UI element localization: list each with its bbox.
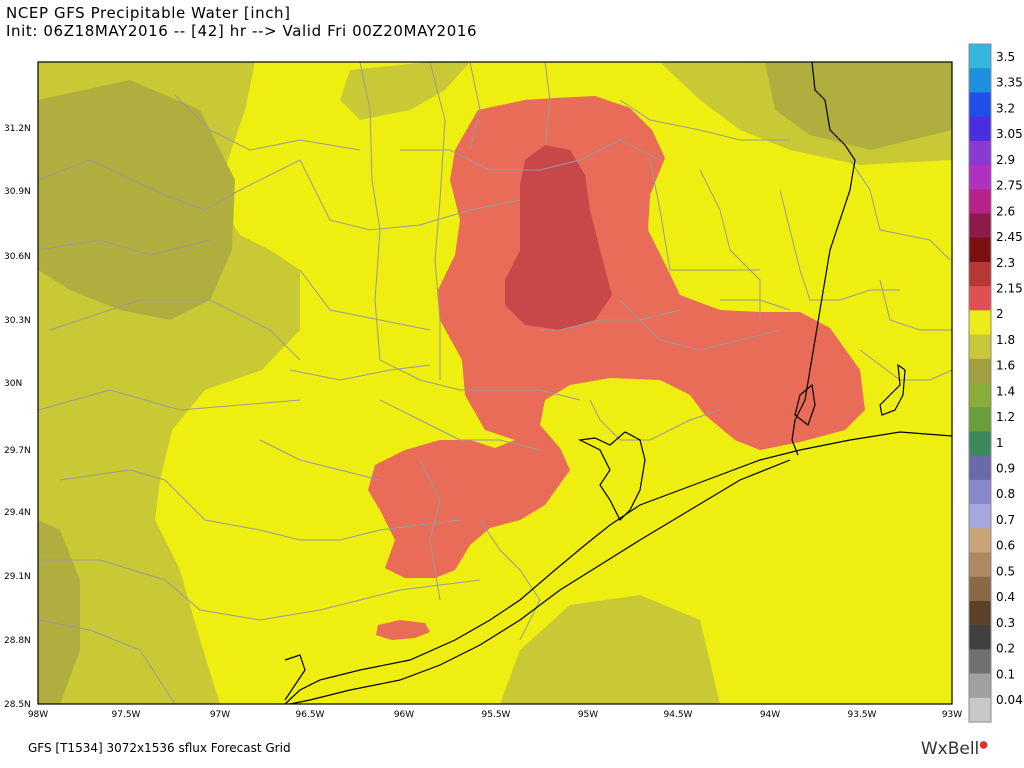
colorbar-label: 1.6 <box>996 359 1015 373</box>
colorbar-swatch <box>969 407 991 432</box>
lat-tick-label: 29.4N <box>4 508 31 518</box>
pw-2-0-region <box>368 96 865 578</box>
colorbar-label: 0.6 <box>996 539 1015 553</box>
colorbar-swatch <box>969 552 991 578</box>
colorbar-swatch <box>969 261 991 287</box>
colorbar-swatch <box>969 600 991 626</box>
colorbar-label: 0.4 <box>996 590 1015 604</box>
colorbar-swatch <box>969 431 991 457</box>
lon-tick-label: 93W <box>942 710 962 720</box>
colorbar-label: 0.1 <box>996 667 1015 681</box>
lat-tick-label: 31.2N <box>4 124 31 134</box>
lon-tick-label: 94.5W <box>664 710 693 720</box>
lon-tick-label: 98W <box>28 710 48 720</box>
brand-text: WxBell <box>920 739 980 759</box>
pw-2-0-blob-south <box>376 620 430 640</box>
colorbar-swatch <box>969 310 991 336</box>
colorbar-label: 1.2 <box>996 410 1015 424</box>
chart-title: NCEP GFS Precipitable Water [inch] <box>6 4 291 22</box>
lon-tick-label: 97.5W <box>112 710 141 720</box>
lon-tick-label: 96.5W <box>296 710 325 720</box>
colorbar-swatch <box>969 673 991 699</box>
colorbar-swatch <box>969 504 991 529</box>
colorbar-swatch <box>969 576 991 602</box>
lon-tick-label: 96W <box>394 710 414 720</box>
colorbar-swatch <box>969 140 991 166</box>
colorbar-label: 0.2 <box>996 642 1015 656</box>
colorbar-label: 2.15 <box>996 281 1023 295</box>
colorbar-swatch <box>969 697 991 723</box>
model-grid-footer: GFS [T1534] 3072x1536 sflux Forecast Gri… <box>28 741 291 755</box>
colorbar-label: 3.5 <box>996 50 1015 64</box>
lat-tick-label: 30N <box>4 379 22 389</box>
colorbar-label: 0.8 <box>996 487 1015 501</box>
colorbar-swatch <box>969 68 991 93</box>
colorbar-label: 1 <box>996 436 1004 450</box>
lat-tick-label: 29.7N <box>4 446 31 456</box>
lat-tick-label: 30.3N <box>4 316 31 326</box>
colorbar-swatch <box>969 165 991 190</box>
lon-tick-label: 95.5W <box>482 710 511 720</box>
colorbar-frame <box>968 43 992 723</box>
county-borders <box>37 61 953 705</box>
lon-tick-label: 97W <box>210 710 230 720</box>
colorbar-swatch <box>969 334 991 360</box>
colorbar: 3.5 3.35 3.2 3.05 2.9 2.75 2.6 2.45 2.3 2.15 2 1.8 1… <box>968 43 1023 723</box>
colorbar-label: 2.45 <box>996 230 1023 244</box>
lat-tick-label: 30.9N <box>4 187 31 197</box>
lon-tick-label: 95W <box>578 710 598 720</box>
colorbar-label: 0.9 <box>996 462 1015 476</box>
colorbar-label: 0.7 <box>996 513 1015 527</box>
colorbar-swatch <box>969 625 991 650</box>
colorbar-label: 3.35 <box>996 76 1023 90</box>
shade-1-4-region <box>38 62 952 704</box>
brand-dot-icon: ● <box>979 739 988 751</box>
colorbar-label: 2.75 <box>996 179 1023 193</box>
lat-tick-label: 30.6N <box>4 252 31 262</box>
colorbar-swatch <box>969 455 991 481</box>
colorbar-swatch <box>969 358 991 384</box>
colorbar-label: 3.2 <box>996 101 1015 115</box>
init-valid-line: Init: 06Z18MAY2016 -- [42] hr --> Valid … <box>6 22 478 40</box>
map-frame <box>37 61 953 705</box>
colorbar-swatch <box>969 528 991 553</box>
lon-tick-labels: 98W 97.5W 97W 96.5W 96W 95.5W 95W 94.5W 94W 93.5W… <box>28 710 962 720</box>
colorbar-swatch <box>969 286 991 311</box>
colorbar-label: 2.3 <box>996 256 1015 270</box>
colorbar-swatch <box>969 92 991 118</box>
lat-tick-label: 29.1N <box>4 572 31 582</box>
colorbar-label: 0.3 <box>996 616 1015 630</box>
lat-tick-labels: 31.2N 30.9N 30.6N 30.3N 30N 29.7N 29.4N 29.1N 28… <box>4 124 31 710</box>
lat-tick-label: 28.8N <box>4 636 31 646</box>
colorbar-label: 0.04 <box>996 693 1023 707</box>
colorbar-swatch <box>969 44 991 69</box>
colorbar-swatch <box>969 649 991 675</box>
colorbar-swatch <box>969 237 991 263</box>
colorbar-swatch <box>969 479 991 505</box>
colorbar-swatch <box>969 116 991 142</box>
colorbar-label: 2.9 <box>996 153 1015 167</box>
coastline <box>284 61 953 705</box>
lat-tick-label: 28.5N <box>4 700 31 710</box>
colorbar-label: 1.8 <box>996 333 1015 347</box>
colorbar-swatch <box>969 213 991 239</box>
colorbar-label: 2 <box>996 307 1004 321</box>
colorbar-label: 2.6 <box>996 204 1015 218</box>
lon-tick-label: 94W <box>760 710 780 720</box>
colorbar-label: 0.5 <box>996 564 1015 578</box>
colorbar-swatch <box>969 189 991 214</box>
lon-tick-label: 93.5W <box>848 710 877 720</box>
wxbell-logo: WxBell● <box>921 739 988 759</box>
pw-2-15-region <box>505 145 612 330</box>
colorbar-swatch <box>969 383 991 408</box>
colorbar-label: 1.4 <box>996 384 1015 398</box>
colorbar-label: 3.05 <box>996 127 1023 141</box>
